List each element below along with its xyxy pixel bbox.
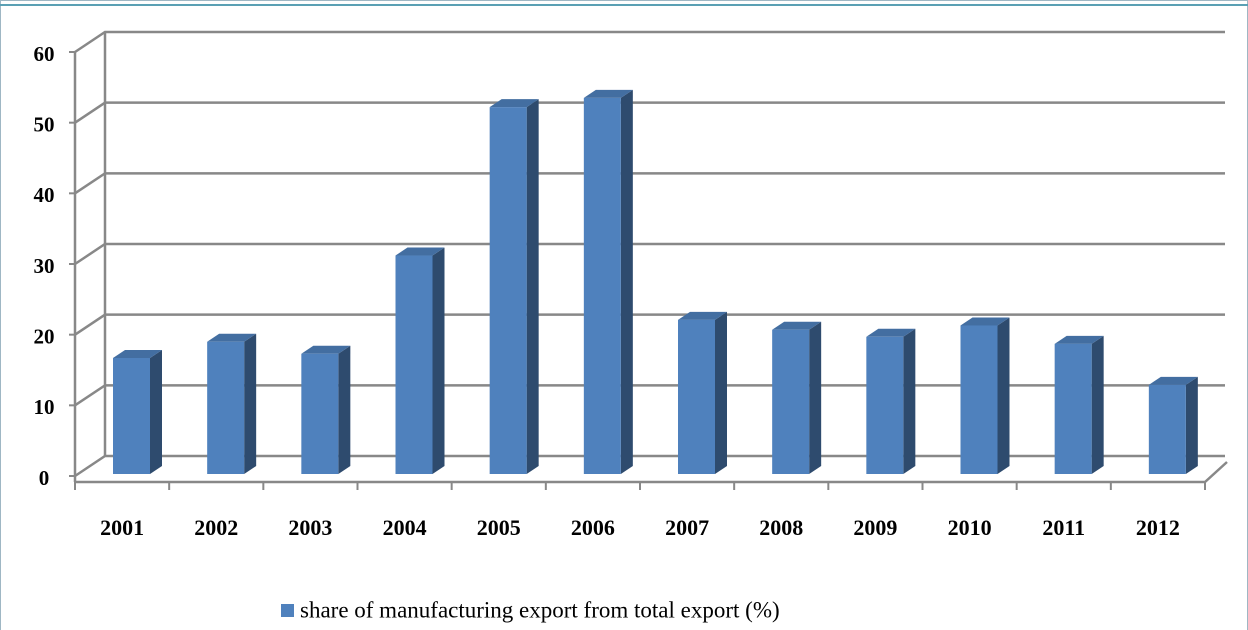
bar-side [150, 349, 162, 474]
bar [207, 333, 257, 474]
x-tick-label: 2010 [948, 515, 992, 540]
bar-side [1185, 376, 1198, 474]
bar-top [489, 99, 539, 108]
y-tick-label: 30 [34, 254, 55, 278]
bar-top [866, 328, 916, 337]
bar-front [960, 325, 998, 474]
bar [395, 247, 445, 474]
bar-side [809, 321, 822, 474]
bar-front [301, 353, 339, 474]
bar-side [715, 311, 727, 474]
x-tick-label: 2007 [665, 515, 709, 540]
bar-front [583, 97, 621, 474]
x-tick-label: 2009 [853, 515, 897, 540]
bar-front [395, 255, 433, 474]
grid-line [74, 384, 1225, 407]
grid-line [74, 30, 1225, 54]
y-tick-label: 10 [34, 395, 55, 419]
bar-side [432, 247, 445, 474]
bar-front [1148, 384, 1186, 474]
x-tick-label: 2003 [288, 515, 332, 540]
bar-front [866, 336, 904, 474]
bar [489, 99, 539, 475]
bar-top [113, 349, 162, 358]
bar-front [678, 319, 715, 474]
y-tick-label: 20 [34, 324, 55, 348]
bar-top [772, 321, 822, 330]
bar-side [1091, 335, 1104, 474]
bar-top [1148, 376, 1198, 385]
bar-top [395, 247, 445, 256]
bar-side [338, 345, 351, 474]
bar [1054, 335, 1104, 474]
bar-side [620, 89, 633, 474]
x-tick-label: 2004 [383, 515, 427, 540]
y-tick-label: 60 [34, 42, 55, 66]
bar-side [244, 333, 257, 474]
x-tick-label: 2011 [1042, 515, 1085, 540]
bar-top [1054, 335, 1104, 344]
bar-top [583, 89, 633, 98]
bar-front [113, 357, 150, 474]
bar-top [301, 345, 351, 354]
bar [301, 345, 351, 474]
grid-line [74, 313, 1225, 336]
y-tick-label: 50 [34, 112, 55, 136]
grid-line [74, 172, 1225, 195]
bar [113, 349, 162, 474]
bar [583, 89, 633, 474]
bar-front [772, 329, 810, 474]
bar-side [997, 317, 1010, 474]
bar-front [1054, 343, 1092, 474]
grid-line [74, 101, 1225, 124]
y-tick-label: 40 [34, 183, 55, 207]
bar-top [960, 317, 1010, 326]
bar-top [207, 333, 257, 342]
bar [678, 311, 727, 474]
legend-label: share of manufacturing export from total… [300, 597, 780, 622]
bar-side [903, 328, 916, 474]
grid-line [74, 454, 1225, 478]
x-tick-label: 2005 [477, 515, 521, 540]
legend-swatch [281, 604, 294, 617]
x-tick-label: 2006 [571, 515, 615, 540]
bar-front [207, 341, 245, 474]
bar-front [489, 107, 527, 475]
bar [960, 317, 1010, 474]
x-tick-label: 2008 [759, 515, 803, 540]
x-tick-label: 2012 [1136, 515, 1180, 540]
x-tick-label: 2002 [194, 515, 238, 540]
x-tick-label: 2001 [100, 515, 144, 540]
bar-side [526, 99, 539, 475]
bar [772, 321, 822, 474]
bar [1148, 376, 1198, 474]
bar-top [678, 311, 727, 320]
grid-line [74, 242, 1225, 266]
bar [866, 328, 916, 474]
y-tick-label: 0 [39, 466, 50, 490]
